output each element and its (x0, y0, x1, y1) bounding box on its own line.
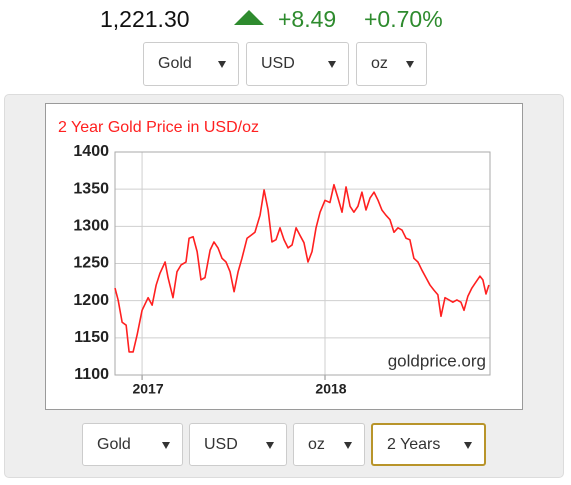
select-label: Gold (97, 435, 131, 453)
select-label: USD (261, 55, 295, 72)
currency-select[interactable]: USD (246, 42, 349, 86)
unit-select[interactable]: oz (356, 42, 427, 86)
currency-select[interactable]: USD (189, 423, 287, 466)
y-tick-label: 1400 (73, 143, 109, 160)
select-label: 2 Years (387, 435, 441, 453)
period-select[interactable]: 2 Years (371, 423, 486, 466)
metal-select[interactable]: Gold (82, 423, 183, 466)
y-tick-label: 1200 (73, 292, 109, 309)
x-tick-label: 2018 (315, 381, 346, 397)
dropdown-arrow (266, 441, 274, 449)
price-change-pct: +0.70% (364, 6, 443, 32)
price-line (114, 183, 490, 353)
y-tick-label: 1350 (73, 180, 109, 197)
price-change: +8.49 (278, 6, 337, 32)
dropdown-arrow (344, 441, 352, 449)
dropdown-arrow (464, 441, 472, 449)
dropdown-arrow (218, 61, 226, 68)
dropdown-arrow (162, 441, 170, 449)
y-tick-label: 1250 (73, 255, 109, 272)
unit-select[interactable]: oz (293, 423, 365, 466)
last-price: 1,221.30 (100, 6, 190, 32)
y-tick-label: 1300 (73, 218, 109, 235)
x-tick-label: 2017 (132, 381, 163, 397)
select-label: USD (204, 435, 238, 453)
metal-select[interactable]: Gold (143, 42, 239, 86)
dropdown-arrow (406, 61, 414, 68)
chart-title: 2 Year Gold Price in USD/oz (58, 119, 259, 136)
chart-box (45, 103, 523, 410)
dropdown-arrow (328, 61, 336, 68)
select-label: oz (371, 55, 388, 72)
select-label: Gold (158, 55, 192, 72)
plot-border (114, 151, 491, 376)
watermark: goldprice.org (388, 351, 486, 370)
up-arrow (234, 10, 264, 25)
y-tick-label: 1100 (74, 366, 109, 383)
select-label: oz (308, 435, 325, 453)
y-tick-label: 1150 (74, 329, 109, 346)
